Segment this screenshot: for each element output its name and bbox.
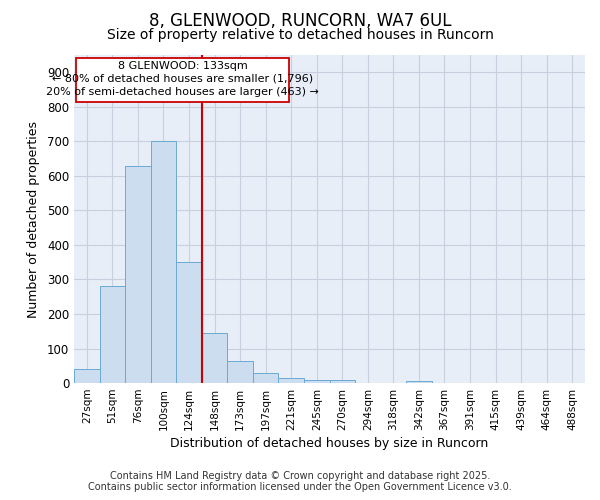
Bar bbox=[125, 166, 151, 383]
Y-axis label: Number of detached properties: Number of detached properties bbox=[27, 120, 40, 318]
X-axis label: Distribution of detached houses by size in Runcorn: Distribution of detached houses by size … bbox=[170, 437, 488, 450]
Bar bbox=[202, 333, 227, 383]
Bar bbox=[406, 382, 432, 383]
Bar bbox=[100, 286, 125, 383]
Text: Size of property relative to detached houses in Runcorn: Size of property relative to detached ho… bbox=[107, 28, 493, 42]
Bar bbox=[151, 142, 176, 383]
Bar bbox=[74, 370, 100, 383]
Bar bbox=[329, 380, 355, 383]
Text: Contains HM Land Registry data © Crown copyright and database right 2025.
Contai: Contains HM Land Registry data © Crown c… bbox=[88, 471, 512, 492]
Text: ← 80% of detached houses are smaller (1,796): ← 80% of detached houses are smaller (1,… bbox=[52, 74, 313, 84]
Bar bbox=[304, 380, 329, 383]
Bar bbox=[227, 360, 253, 383]
Bar bbox=[176, 262, 202, 383]
Bar bbox=[278, 378, 304, 383]
Bar bbox=[253, 372, 278, 383]
Text: 8, GLENWOOD, RUNCORN, WA7 6UL: 8, GLENWOOD, RUNCORN, WA7 6UL bbox=[149, 12, 451, 30]
Text: 20% of semi-detached houses are larger (463) →: 20% of semi-detached houses are larger (… bbox=[46, 87, 319, 97]
Text: 8 GLENWOOD: 133sqm: 8 GLENWOOD: 133sqm bbox=[118, 61, 247, 71]
Bar bbox=[76, 58, 289, 102]
